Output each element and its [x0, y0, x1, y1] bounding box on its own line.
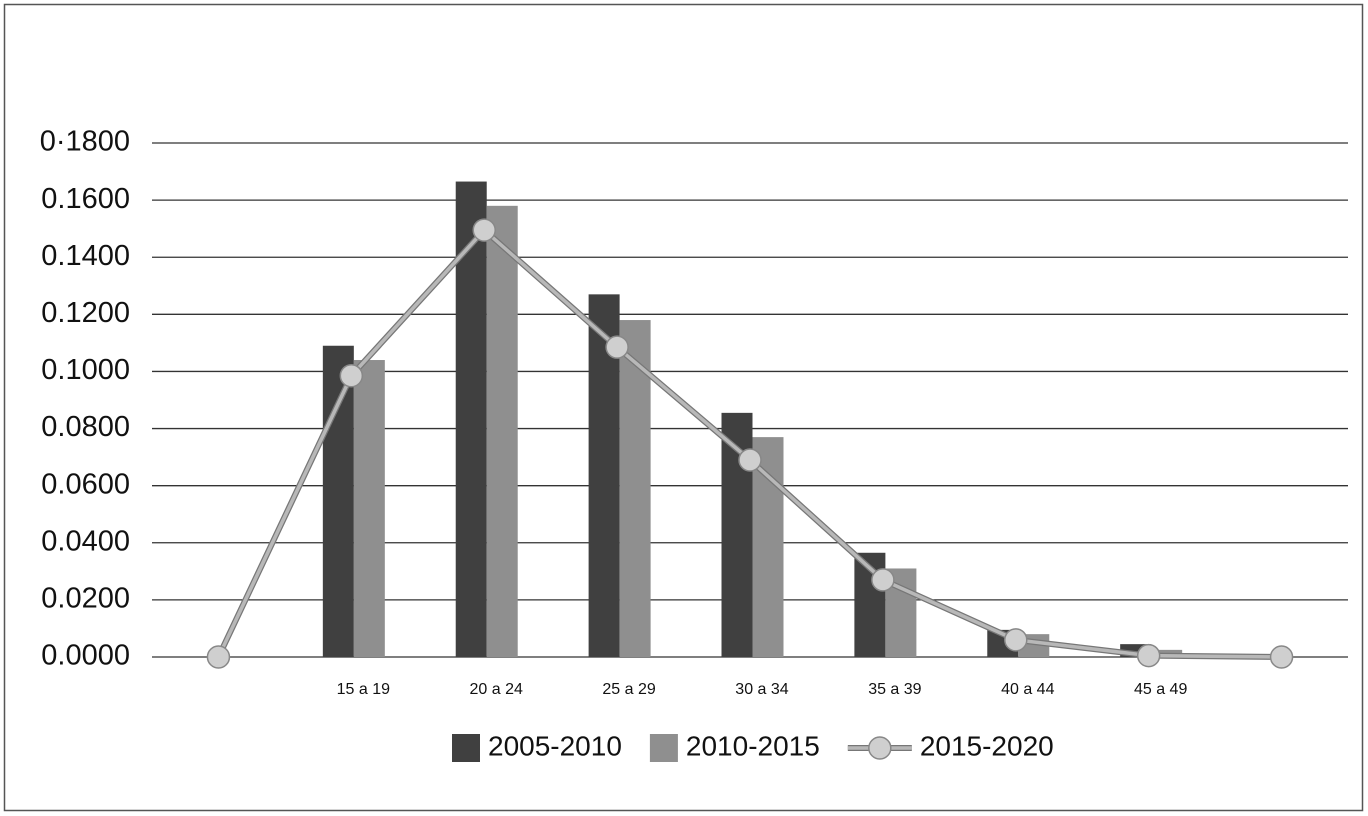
line-marker: [1004, 628, 1028, 652]
bar: [455, 181, 487, 658]
legend-swatch: [452, 734, 480, 762]
y-tick-label: 0.0600: [41, 468, 130, 500]
legend-swatch: [868, 736, 892, 760]
x-tick-label: 40 a 44: [1001, 681, 1054, 698]
line-marker: [871, 568, 895, 592]
chart-border: [3, 3, 1364, 812]
line-marker: [1136, 643, 1161, 668]
line-marker: [339, 363, 364, 388]
y-tick-label: 0.0800: [41, 411, 130, 443]
x-tick-label: 45 a 49: [1134, 681, 1187, 698]
bar: [322, 345, 354, 657]
x-tick-label: 35 a 39: [868, 681, 921, 698]
x-tick-label: 20 a 24: [470, 681, 523, 698]
y-tick-label: 0·1800: [40, 126, 130, 158]
y-tick-label: 0.1400: [41, 240, 130, 272]
x-tick-label: 25 a 29: [602, 681, 655, 698]
legend-label: 2010-2015: [686, 730, 820, 761]
y-tick-label: 0.1200: [41, 297, 130, 329]
y-tick-label: 0.0000: [41, 640, 130, 672]
bar: [353, 360, 385, 657]
y-tick-label: 0.0200: [41, 583, 130, 615]
line-marker: [1269, 645, 1294, 669]
legend-swatch: [649, 734, 678, 762]
line-marker: [472, 218, 496, 242]
legend-label: 2005-2010: [488, 730, 622, 761]
legend-label: 2015-2020: [920, 730, 1054, 761]
bar: [619, 320, 651, 657]
bar: [486, 205, 518, 658]
line-marker: [206, 645, 231, 669]
y-tick-label: 0.0400: [41, 525, 130, 557]
y-tick-label: 0.1600: [41, 183, 130, 215]
line-marker: [738, 448, 762, 472]
line-marker: [605, 335, 629, 359]
x-tick-label: 30 a 34: [735, 681, 788, 698]
x-tick-label: 15 a 19: [337, 681, 390, 698]
y-tick-label: 0.1000: [41, 354, 130, 386]
